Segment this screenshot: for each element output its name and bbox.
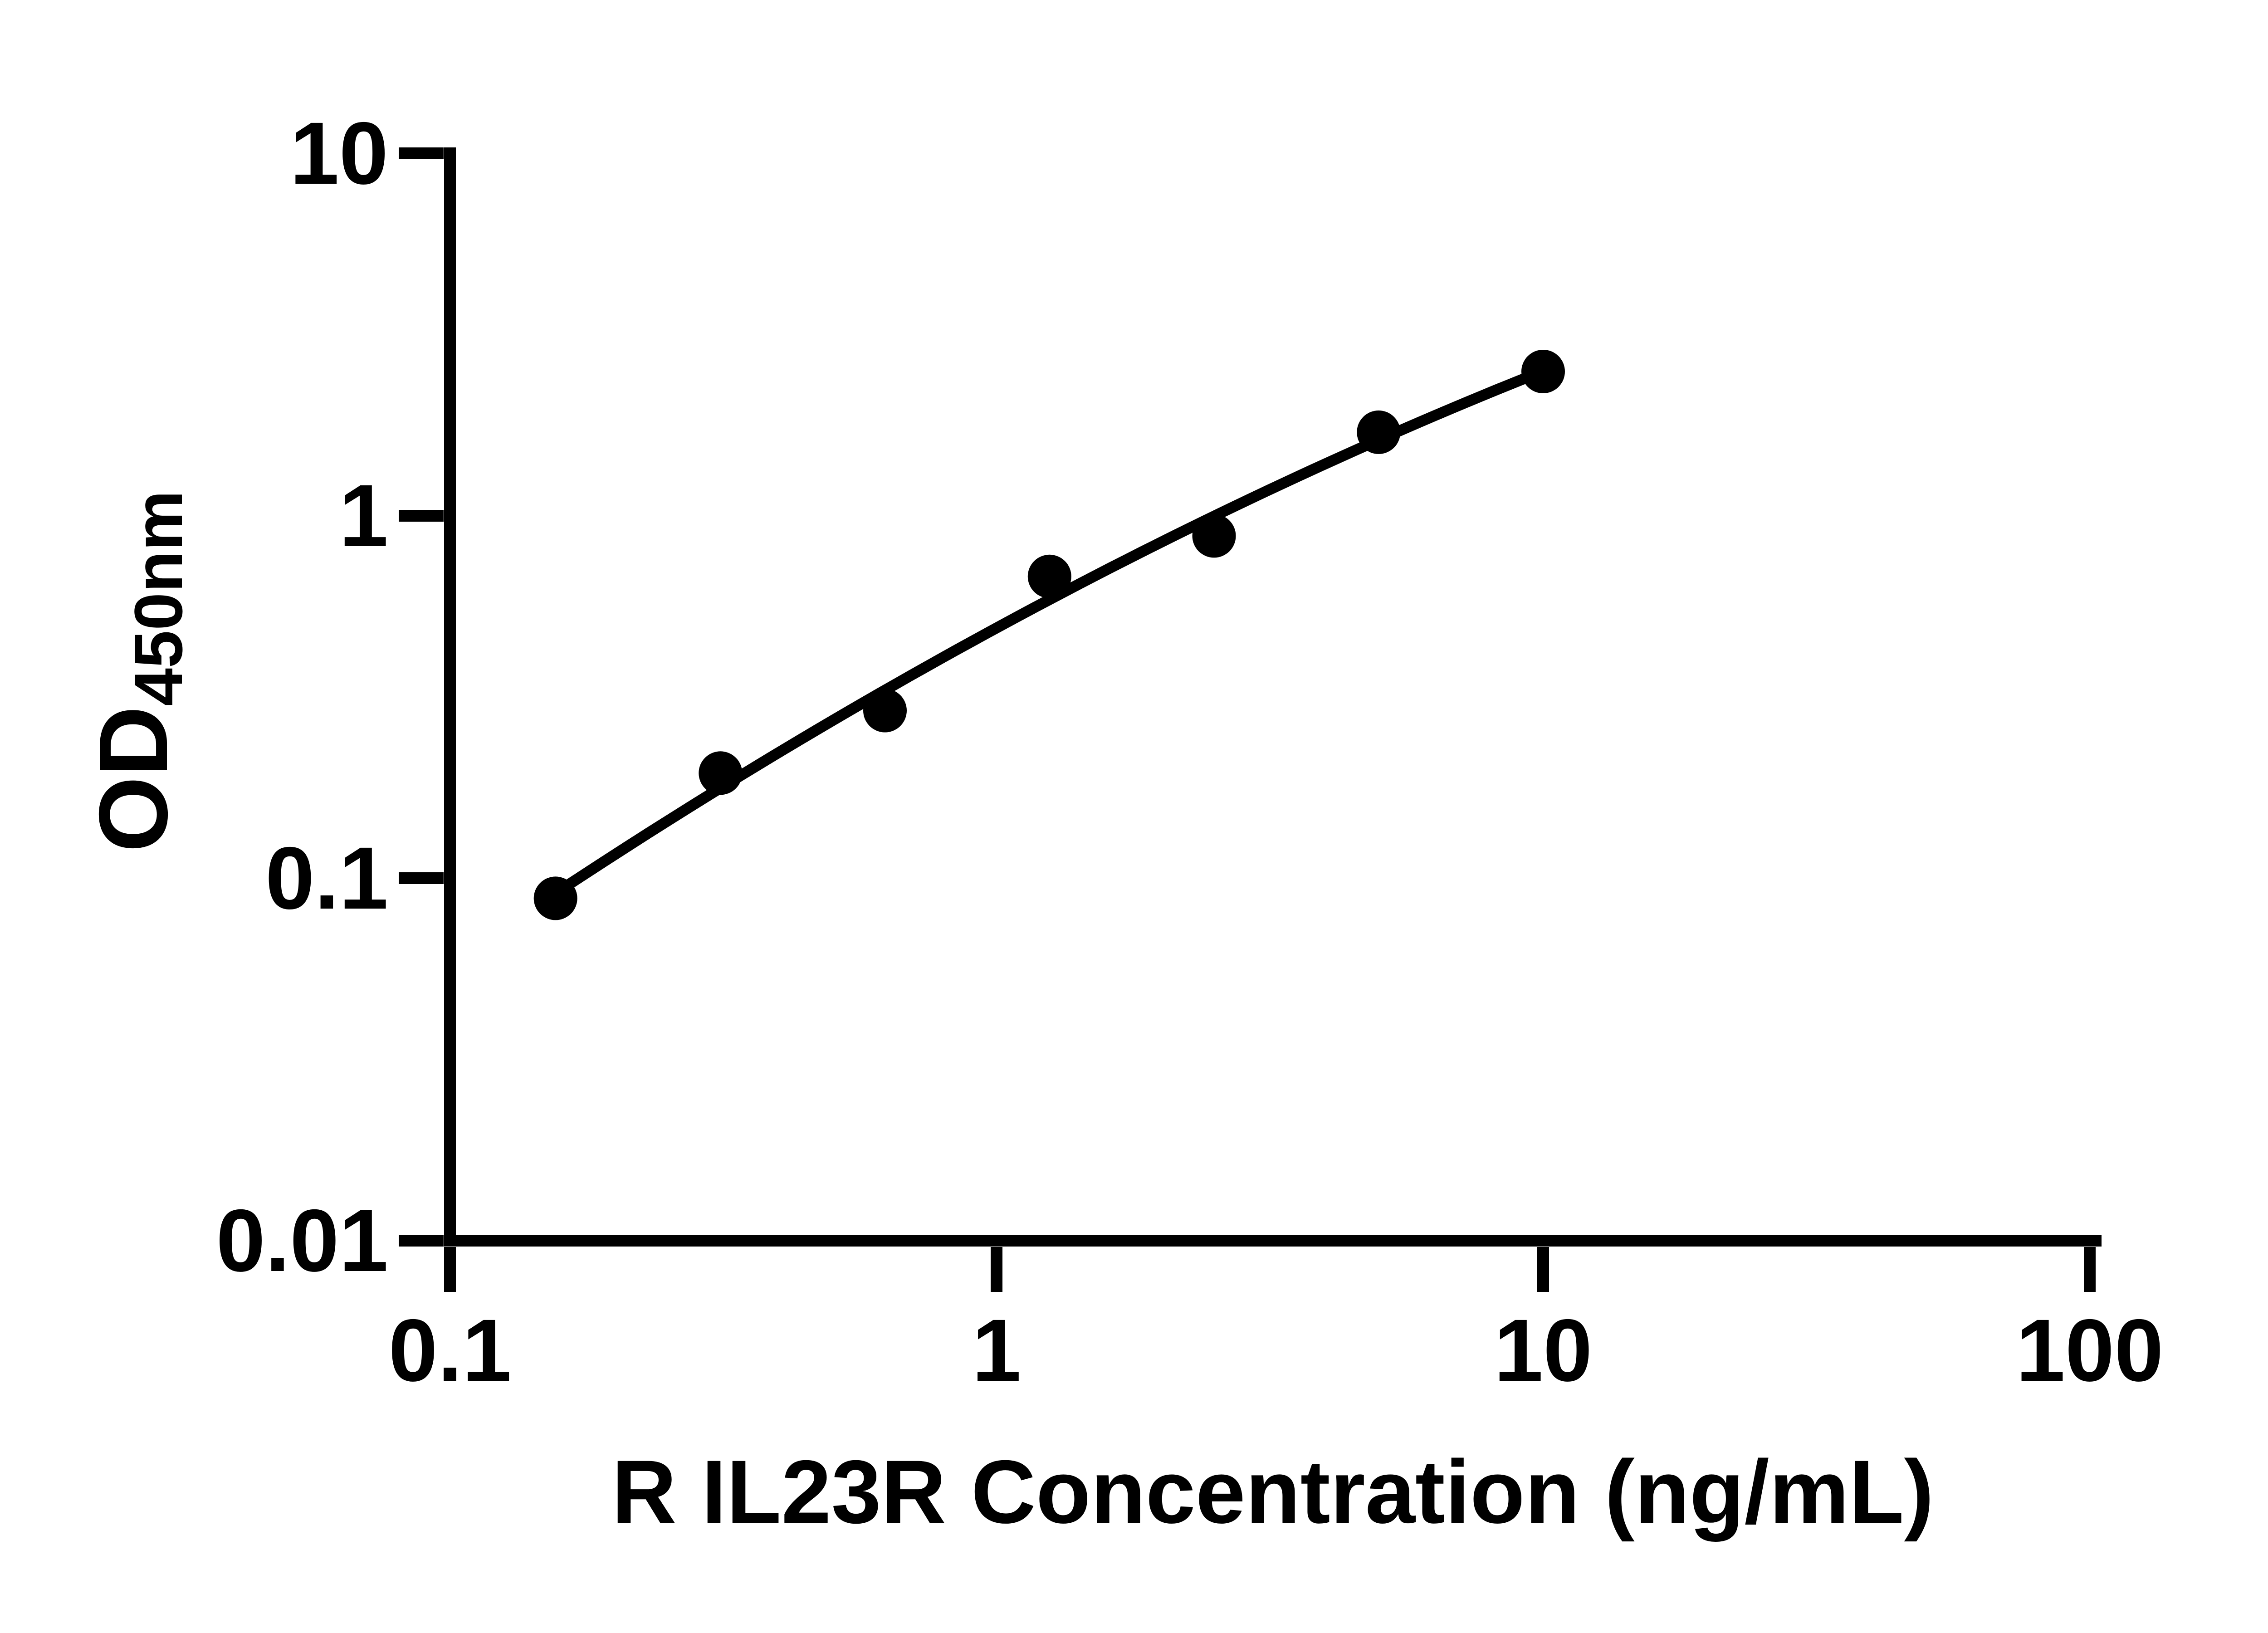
y-axis-title-subscript: 450nm — [120, 490, 196, 706]
data-point-5 — [1192, 514, 1236, 558]
data-point-7 — [1521, 350, 1565, 393]
data-point-4 — [1027, 554, 1071, 598]
y-axis-title-main: OD — [78, 706, 188, 852]
y-tick-label-10: 10 — [290, 104, 388, 203]
x-tick-label-1: 1 — [972, 1301, 1022, 1400]
x-tick-label-100: 100 — [2016, 1301, 2164, 1400]
y-tick-label-1: 1 — [339, 466, 388, 565]
data-point-3 — [863, 689, 907, 733]
x-tick-label-10: 10 — [1494, 1301, 1593, 1400]
x-axis-title: R IL23R Concentration (ng/mL) — [611, 1442, 1934, 1542]
fit-curve — [550, 365, 1549, 899]
data-point-2 — [699, 751, 743, 795]
x-tick-label-0.1: 0.1 — [388, 1301, 512, 1400]
y-tick-label-0.01: 0.01 — [216, 1191, 388, 1290]
data-point-1 — [533, 876, 577, 920]
y-axis-title: OD450nm — [78, 490, 196, 852]
y-tick-label-0.1: 0.1 — [265, 829, 388, 928]
data-point-6 — [1357, 410, 1401, 454]
